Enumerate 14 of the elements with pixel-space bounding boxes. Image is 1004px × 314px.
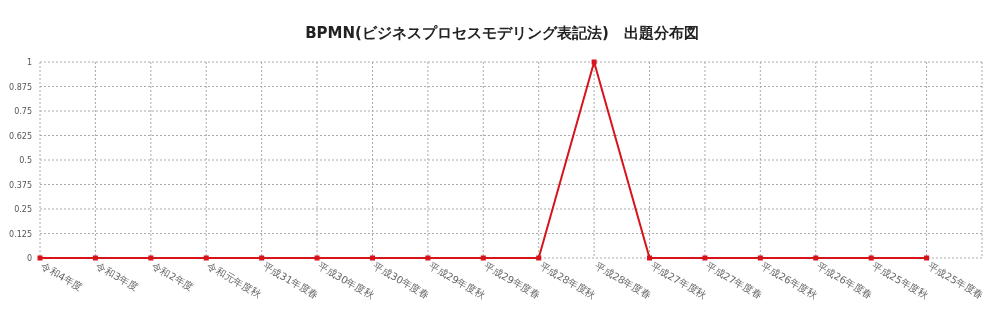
x-tick-label: 令和元年度秋 — [205, 260, 263, 300]
y-tick-label: 0.125 — [9, 229, 32, 239]
y-tick-label: 1 — [26, 58, 32, 67]
y-tick-label: 0.25 — [14, 205, 32, 214]
x-tick-label: 令和3年度 — [94, 260, 141, 293]
y-tick-label: 0.875 — [9, 82, 32, 92]
y-tick-label: 0.625 — [9, 131, 32, 141]
chart-title: BPMN(ビジネスプロセスモデリング表記法) 出題分布図 — [305, 24, 699, 42]
y-tick-label: 0.5 — [19, 156, 32, 165]
y-tick-label: 0 — [26, 254, 32, 263]
x-tick-label: 令和2年度 — [149, 260, 196, 293]
y-tick-label: 0.375 — [9, 180, 32, 190]
x-tick-label: 令和4年度 — [39, 260, 85, 293]
y-tick-label: 0.75 — [14, 107, 32, 116]
